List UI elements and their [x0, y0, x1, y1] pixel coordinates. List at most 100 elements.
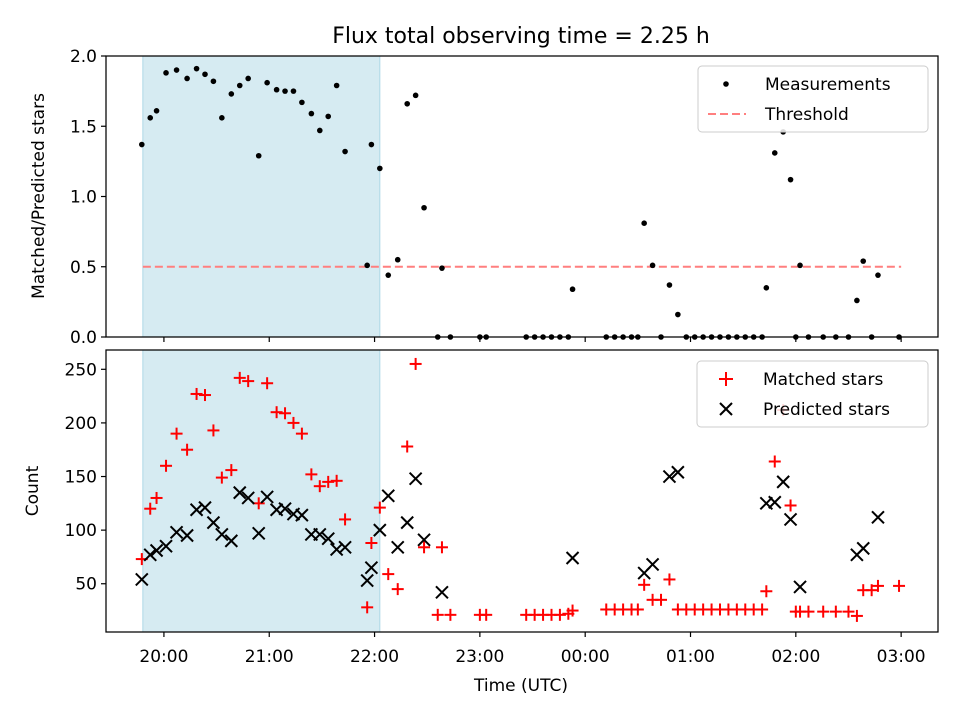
measurement-point [797, 262, 803, 269]
predicted-star-point [364, 560, 379, 575]
measurement-point [210, 78, 217, 85]
predicted-star-point [662, 469, 677, 484]
matched-star-point [322, 475, 335, 488]
predicted-star-point [856, 541, 870, 556]
measurement-point [308, 110, 315, 117]
x-tick-label: 21:00 [245, 647, 294, 667]
matched-star-point [418, 541, 431, 554]
matched-star-point [663, 573, 676, 586]
measurement-point [299, 99, 305, 106]
matched-star-point [871, 579, 884, 592]
predicted-star-point [645, 557, 660, 572]
matched-star-point [850, 609, 863, 622]
predicted-star-point [180, 528, 194, 543]
matched-star-point [270, 406, 283, 419]
matched-star-point [305, 468, 318, 481]
measurement-point [675, 311, 681, 318]
matched-star-point [198, 389, 211, 402]
predicted-star-point [224, 534, 239, 548]
predicted-star-point [159, 539, 173, 553]
measurement-point [854, 297, 860, 304]
measurement-point [163, 70, 169, 76]
matched-star-point [295, 427, 308, 440]
predicted-star-point [321, 532, 335, 546]
matched-star-point [480, 608, 493, 621]
measurement-point [228, 91, 235, 97]
matched-star-point [190, 387, 203, 400]
predicted-star-point [360, 573, 374, 588]
y-tick-label: 200 [65, 414, 97, 434]
matched-star-point [339, 513, 352, 526]
matched-star-point [401, 440, 414, 453]
chart-title: Flux total observing time = 2.25 h [332, 24, 710, 49]
measurement-point [368, 141, 375, 148]
measurement-point [153, 107, 160, 114]
matched-star-point [160, 459, 173, 472]
matched-star-point [225, 464, 238, 477]
matched-star-point [233, 371, 246, 384]
matched-star-point [215, 471, 228, 484]
top-observing-window [142, 55, 381, 338]
measurement-point [649, 262, 656, 269]
matched-star-point [566, 604, 579, 617]
y-tick-label: 250 [65, 360, 97, 380]
measurement-point [763, 285, 770, 291]
predicted-star-point [252, 526, 266, 541]
matched-star-point [330, 474, 343, 487]
matched-star-point [144, 502, 157, 515]
legend-matched-label: Matched stars [763, 370, 883, 390]
matched-star-point [802, 605, 815, 618]
predicted-star-point [215, 527, 229, 542]
matched-star-point [893, 579, 906, 592]
top-legend: Measurements Threshold [697, 65, 929, 133]
measurement-point [290, 88, 297, 94]
bottom-y-axis-label: Count [23, 465, 43, 516]
matched-star-point [373, 501, 386, 514]
measurement-point [641, 220, 647, 226]
predicted-star-point [169, 525, 184, 539]
matched-star-point [444, 608, 457, 621]
matched-star-point [279, 407, 292, 420]
predicted-star-point [233, 485, 247, 500]
measurement-point [666, 282, 673, 288]
matched-star-point [150, 491, 163, 504]
matched-star-point [865, 584, 878, 597]
measurement-point [875, 272, 881, 278]
matched-star-point [631, 603, 644, 616]
matched-star-point [817, 605, 830, 618]
measurement-point [255, 152, 262, 159]
matched-star-point [382, 568, 395, 581]
matched-star-point [784, 499, 797, 512]
measurement-point [273, 86, 280, 93]
legend-matched-marker [719, 372, 733, 386]
matched-star-point [361, 601, 374, 614]
measurement-point [333, 82, 340, 89]
matched-star-point [365, 537, 378, 550]
predicted-star-point [241, 491, 255, 505]
top-y-axis-label: Matched/Predicted stars [29, 93, 49, 299]
measurement-point [404, 100, 411, 107]
y-tick-label: 0.5 [70, 258, 97, 278]
measurement-point [184, 75, 190, 82]
x-tick-label: 20:00 [139, 647, 188, 667]
predicted-star-point [206, 515, 221, 530]
measurement-point [412, 92, 419, 99]
predicted-star-point [391, 540, 405, 554]
matched-star-point [181, 443, 194, 456]
matched-star-point [829, 605, 842, 618]
measurement-point [173, 67, 180, 73]
predicted-star-point [373, 523, 387, 537]
top-x-ticks [163, 337, 902, 342]
measurement-point [316, 127, 323, 134]
y-tick-label: 1.5 [70, 117, 97, 137]
y-tick-label: 150 [65, 468, 97, 488]
measurement-point [342, 148, 348, 155]
measurement-point [245, 75, 251, 82]
predicted-star-point [783, 512, 798, 527]
predicted-star-point [198, 500, 212, 515]
x-axis-label: Time (UTC) [473, 676, 568, 696]
predicted-star-point [381, 489, 395, 503]
matched-star-point [261, 377, 274, 390]
predicted-star-point [776, 475, 790, 489]
